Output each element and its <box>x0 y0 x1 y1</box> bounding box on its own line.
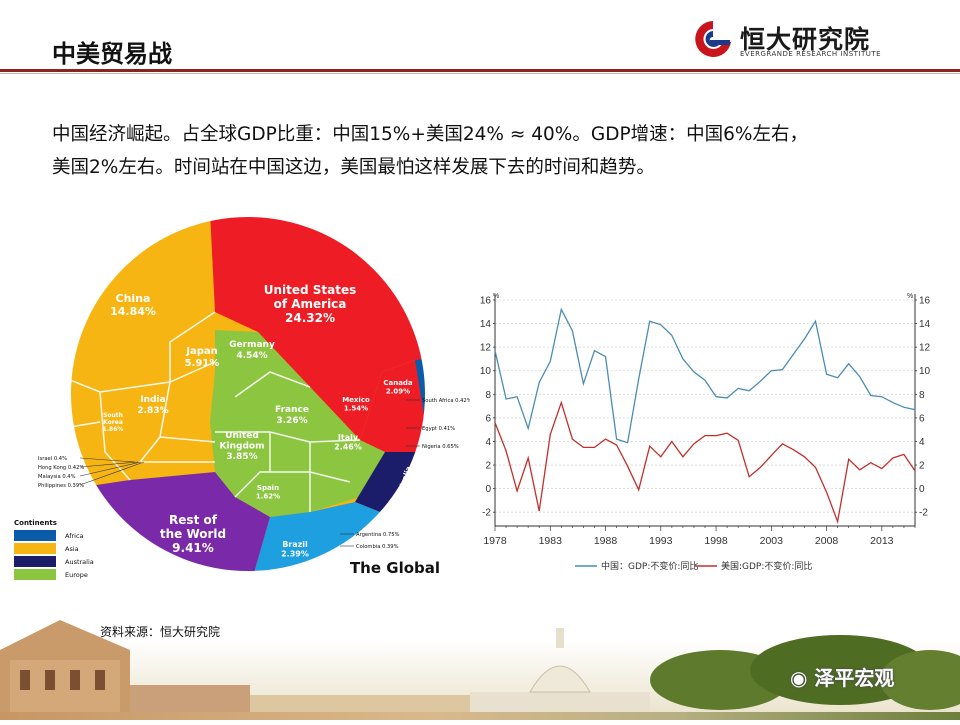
x-tick-label: 1998 <box>704 535 728 547</box>
logo-text-en: EVERGRANDE RESEARCH INSTITUTE <box>740 50 882 58</box>
y-tick-right: 8 <box>919 390 925 401</box>
slide-title: 中美贸易战 <box>52 40 172 68</box>
footer-scenery <box>0 620 960 720</box>
y-tick-left: -2 <box>482 508 491 519</box>
series-line-0 <box>494 307 916 444</box>
y-tick-left: 0 <box>485 484 491 495</box>
pie-label: Canada 2.09% <box>383 379 413 395</box>
y-tick-right: 14 <box>919 319 931 330</box>
y-tick-right: 6 <box>919 413 925 424</box>
y-tick-left: 12 <box>480 343 492 354</box>
y-tick-left: 8 <box>485 390 491 401</box>
global-gdp-chart: United States of America 24.32% China 14.84%… <box>10 212 472 587</box>
evergrande-logo: 恒大研究院 EVERGRANDE RESEARCH INSTITUTE <box>690 18 890 60</box>
pie-label: South Korea 1.86% <box>103 412 124 433</box>
legend-label: Europe <box>65 571 88 579</box>
y-tick-left: 6 <box>485 413 491 424</box>
gdp-growth-chart: -2 -2 0 0 2 2 4 4 6 6 8 8 10 10 12 12 14 14 16 16%% 1978 1983… <box>470 286 950 586</box>
y-tick-left: 16 <box>480 296 492 307</box>
x-tick-label: 1978 <box>483 535 507 547</box>
watermark-text: 泽平宏观 <box>814 666 895 690</box>
pie-label: China 14.84% <box>110 292 156 318</box>
legend-title: Continents <box>14 519 57 527</box>
line-legend-label: 美国:GDP:不变价:同比 <box>721 560 812 572</box>
legend-label: Australia <box>65 558 94 566</box>
source-note: 资料来源：恒大研究院 <box>100 625 221 639</box>
y-tick-left: 14 <box>480 319 492 330</box>
pie-small-label: South Africa 0.42% <box>422 398 470 404</box>
pie-small-label: Malaysia 0.4% <box>38 474 76 480</box>
logo-text-cn: 恒大研究院 <box>740 25 871 54</box>
y-tick-right: 16 <box>919 296 931 307</box>
y-tick-right: 4 <box>919 437 925 448</box>
line-legend-label: 中国：GDP:不变价:同比 <box>601 560 698 572</box>
legend-label: Asia <box>65 545 79 553</box>
legend-swatch <box>14 569 56 580</box>
summary-line-2: 美国2%左右。时间站在中国这边，美国最怕这样发展下去的时间和趋势。 <box>52 157 655 178</box>
pie-label: Rest of the World 9.41% <box>160 513 226 555</box>
pie-small-label: Nigeria 0.65% <box>422 444 459 450</box>
y-tick-left: 2 <box>485 461 491 472</box>
y-tick-right: 12 <box>919 343 931 354</box>
region-north-america <box>360 360 426 452</box>
footer-banner <box>0 600 960 720</box>
pie-label: India 2.83% <box>137 395 168 416</box>
legend-swatch <box>14 530 56 541</box>
x-tick-label: 2013 <box>870 535 894 547</box>
pie-label: Germany 4.54% <box>229 340 275 361</box>
pie-small-label: Argentina 0.75% <box>356 532 400 538</box>
pie-label: Mexico 1.54% <box>342 396 370 412</box>
series-line-1 <box>494 400 916 525</box>
pie-label: Spain 1.62% <box>256 484 280 500</box>
y-tick-right: 10 <box>919 366 931 377</box>
pie-small-label: Philippines 0.39% <box>38 483 84 489</box>
pie-label: Japan 5.91% <box>185 346 220 369</box>
x-tick-label: 1993 <box>649 535 673 547</box>
region-europe <box>210 330 385 517</box>
pie-label: United States of America 24.32% <box>264 283 357 325</box>
x-tick-label: 1988 <box>594 535 618 547</box>
x-tick-label: 2008 <box>815 535 839 547</box>
y-tick-right: 0 <box>919 484 925 495</box>
y-tick-left: 10 <box>480 366 492 377</box>
summary-text: 中国经济崛起。占全球GDP比重：中国15%+美国24% ≈ 40%。GDP增速：… <box>52 118 922 184</box>
summary-line-1: 中国经济崛起。占全球GDP比重：中国15%+美国24% ≈ 40%。GDP增速：… <box>52 124 808 145</box>
y-unit-left: % <box>493 293 499 300</box>
y-tick-right: 2 <box>919 461 925 472</box>
pie-label: Italy 2.46% <box>334 433 362 452</box>
pie-label: France 3.26% <box>275 405 309 426</box>
slide-header: 中美贸易战 恒大研究院 EVERGRANDE RESEARCH INSTITUT… <box>0 0 960 78</box>
y-unit-right: % <box>907 293 913 300</box>
pie-title: The Global <box>350 559 440 577</box>
pie-label: Brazil 2.39% <box>281 540 309 559</box>
legend-swatch <box>14 556 56 567</box>
gdp-growth-svg: -2 -2 0 0 2 2 4 4 6 6 8 8 10 10 12 12 14 14 16 16% % 1978 1983… <box>480 293 931 572</box>
header-rule-thin <box>0 73 960 74</box>
global-gdp-svg: United States of America 24.32% China 14.84%… <box>14 215 472 580</box>
y-tick-right: -2 <box>919 508 928 519</box>
evergrande-emblem-icon <box>695 21 731 57</box>
y-tick-left: 4 <box>485 437 491 448</box>
pie-small-label: Colombia 0.39% <box>356 544 399 550</box>
x-tick-label: 1983 <box>539 535 563 547</box>
legend-swatch <box>14 543 56 554</box>
pie-small-label: Egypt 0.41% <box>422 426 455 432</box>
pie-small-label: Hong Kong 0.42% <box>38 465 84 471</box>
wechat-watermark: ◉ 泽平宏观 <box>790 662 894 691</box>
x-tick-label: 2003 <box>760 535 784 547</box>
header-rule <box>0 69 960 72</box>
pie-small-label: Israel 0.4% <box>38 456 67 462</box>
legend-label: Africa <box>65 532 84 540</box>
wechat-icon: ◉ <box>790 666 815 690</box>
pie-label: United Kingdom 3.85% <box>220 431 265 462</box>
